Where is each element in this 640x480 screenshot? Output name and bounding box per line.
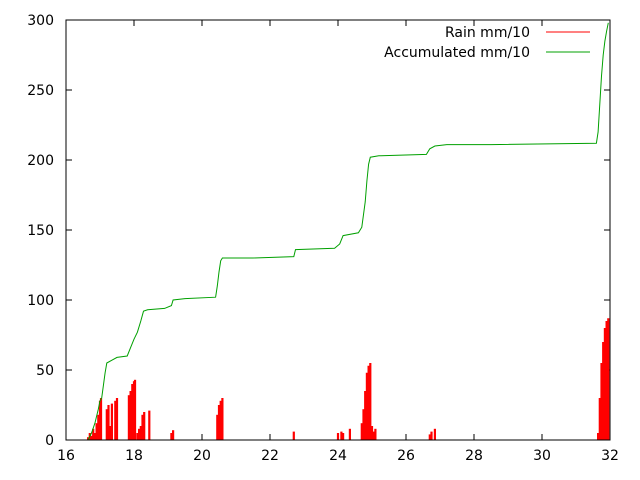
x-tick-label: 22 <box>261 448 279 464</box>
y-tick-label: 200 <box>27 153 54 169</box>
y-axis-ticks: 0 50 100 150 200 250 300 <box>27 13 610 449</box>
x-tick-label: 32 <box>601 448 619 464</box>
y-tick-label: 250 <box>27 83 54 99</box>
legend-label-rain: Rain mm/10 <box>445 25 530 41</box>
x-axis-ticks: 16 18 20 22 24 26 28 30 32 <box>57 20 619 464</box>
y-tick-label: 50 <box>36 363 54 379</box>
x-tick-label: 30 <box>533 448 551 464</box>
x-tick-label: 20 <box>193 448 211 464</box>
accumulated-line <box>87 22 609 441</box>
legend-label-accumulated: Accumulated mm/10 <box>384 45 530 61</box>
x-tick-label: 18 <box>125 448 143 464</box>
y-tick-label: 150 <box>27 223 54 239</box>
x-tick-label: 28 <box>465 448 483 464</box>
y-tick-label: 300 <box>27 13 54 29</box>
x-tick-label: 24 <box>329 448 347 464</box>
plot-area <box>86 22 610 441</box>
plot-frame <box>65 19 611 441</box>
y-tick-label: 100 <box>27 293 54 309</box>
legend: Rain mm/10 Accumulated mm/10 <box>384 25 590 61</box>
x-tick-label: 16 <box>57 448 75 464</box>
series-rain <box>86 318 610 440</box>
y-tick-label: 0 <box>45 433 54 449</box>
x-tick-label: 26 <box>397 448 415 464</box>
